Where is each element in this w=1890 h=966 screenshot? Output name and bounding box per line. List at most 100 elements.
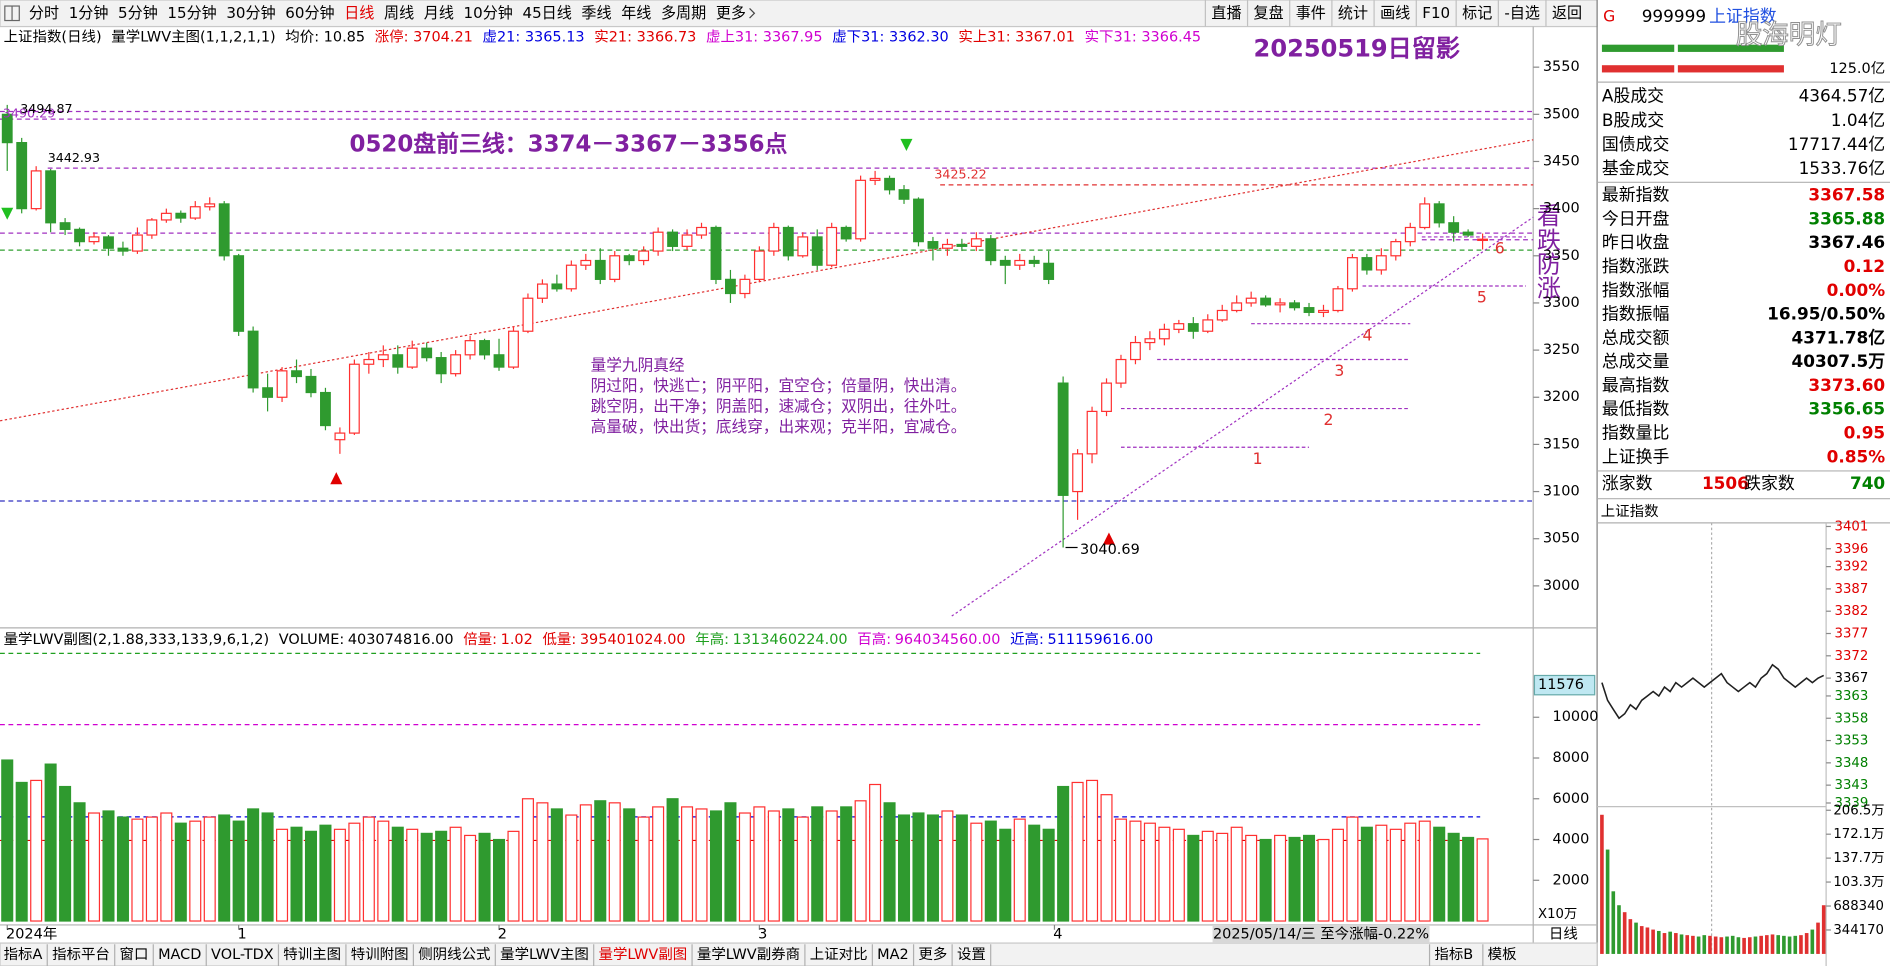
period-tab[interactable]: 5分钟 bbox=[118, 4, 158, 22]
candle-body bbox=[999, 259, 1011, 266]
volume-bar bbox=[637, 816, 650, 922]
breadth-up: 1506 bbox=[1702, 473, 1749, 493]
indicator-tab[interactable]: 特训主图 bbox=[283, 946, 341, 963]
indicator-tab[interactable]: 侧阴线公式 bbox=[418, 946, 490, 963]
toolbar-button[interactable]: 事件 bbox=[1296, 4, 1326, 22]
indicator-tab[interactable]: 指标平台 bbox=[52, 946, 110, 963]
period-tab[interactable]: 年线 bbox=[621, 4, 651, 22]
candle-body bbox=[1187, 323, 1199, 332]
step-label: 2 bbox=[1323, 410, 1333, 429]
indicator-tab[interactable]: 模板 bbox=[1488, 945, 1517, 963]
period-tab[interactable]: 分时 bbox=[29, 4, 59, 22]
intraday-volume bbox=[1605, 849, 1610, 954]
volume-bar bbox=[1042, 828, 1055, 922]
indicator-tab[interactable]: 量学LWV副券商 bbox=[697, 946, 800, 963]
plan-note: 0520盘前三线：3374－3367－3356点 bbox=[350, 130, 788, 157]
poem-line: 高量破，快出货；底线穿，出来观；克半阳，宜减仓。 bbox=[591, 417, 967, 436]
toolbar-button[interactable]: 返回 bbox=[1552, 4, 1582, 22]
intraday-volume bbox=[1776, 935, 1781, 954]
volume-bar bbox=[1433, 826, 1446, 922]
candle-body bbox=[1086, 410, 1098, 455]
volume-bar bbox=[623, 808, 636, 922]
volume-bar bbox=[796, 816, 809, 922]
volume-bar bbox=[87, 812, 101, 922]
candle-body bbox=[348, 363, 360, 434]
period-tab[interactable]: 1分钟 bbox=[69, 4, 109, 22]
volume-bar bbox=[1331, 828, 1344, 922]
toolbar-button[interactable]: 标记 bbox=[1462, 4, 1492, 22]
indicator-tab[interactable]: 量学LWV主图 bbox=[500, 946, 589, 963]
candle-body bbox=[594, 259, 606, 280]
candle-body bbox=[725, 278, 736, 295]
period-label: 日线 bbox=[1549, 926, 1578, 943]
indicator-tab[interactable]: 上证对比 bbox=[810, 946, 868, 963]
period-tab[interactable]: 30分钟 bbox=[226, 4, 275, 22]
volume-bar bbox=[709, 810, 723, 922]
period-tab[interactable]: 60分钟 bbox=[285, 4, 334, 22]
mini-tick-label: 3339 bbox=[1835, 796, 1869, 811]
volume-bar bbox=[1100, 794, 1113, 922]
quote-flag: G bbox=[1603, 6, 1615, 25]
indicator-tab[interactable]: 指标B bbox=[1434, 946, 1473, 963]
candle-body bbox=[406, 347, 418, 368]
toolbar-button[interactable]: 直播 bbox=[1211, 4, 1241, 22]
candle-body bbox=[1318, 309, 1329, 313]
candle-body bbox=[479, 340, 490, 356]
intraday-volume bbox=[1782, 935, 1786, 954]
period-tab[interactable]: 10分钟 bbox=[464, 4, 513, 22]
period-tab[interactable]: 更多 bbox=[716, 4, 746, 22]
candle-body bbox=[884, 177, 895, 191]
toolbar-button[interactable]: -自选 bbox=[1504, 4, 1540, 22]
period-tab[interactable]: 日线 bbox=[344, 4, 374, 22]
intraday-volume bbox=[1810, 929, 1815, 954]
intraday-volume bbox=[1600, 814, 1604, 954]
candle-body bbox=[985, 238, 997, 262]
volume-bar bbox=[492, 838, 506, 922]
volume-bar bbox=[30, 779, 43, 922]
candle-body bbox=[1390, 241, 1402, 257]
sub-header-value: 1.02 bbox=[501, 632, 533, 648]
quote-label: 指数涨跌 bbox=[1602, 256, 1670, 276]
candle-body bbox=[739, 278, 751, 295]
period-tab[interactable]: 季线 bbox=[581, 4, 611, 22]
candle-body bbox=[74, 228, 85, 243]
candle-body bbox=[320, 391, 331, 427]
period-tab[interactable]: 15分钟 bbox=[167, 4, 216, 22]
status-text: 2025/05/14/三 至今涨幅-0.22% bbox=[1213, 926, 1429, 943]
candle-body bbox=[536, 283, 548, 299]
indicator-tab[interactable]: 窗口 bbox=[120, 945, 149, 963]
candle-body bbox=[59, 222, 71, 230]
volume-bar bbox=[536, 802, 549, 922]
indicator-tab[interactable]: 设置 bbox=[957, 946, 986, 963]
sub-header-value: 964034560.00 bbox=[895, 632, 1001, 648]
volume-bar bbox=[912, 812, 925, 922]
candle-body bbox=[970, 238, 982, 247]
mini-tick-label: 137.7万 bbox=[1833, 851, 1884, 866]
intraday-volume bbox=[1725, 936, 1729, 954]
toolbar-button[interactable]: 复盘 bbox=[1254, 4, 1284, 22]
toolbar-button[interactable]: 画线 bbox=[1380, 4, 1410, 22]
indicator-tab[interactable]: 特训附图 bbox=[351, 946, 409, 963]
y-tick-label: 6000 bbox=[1553, 791, 1590, 807]
volume-bar bbox=[1057, 785, 1070, 922]
period-tab[interactable]: 周线 bbox=[384, 4, 414, 22]
y-tick-label: 3350 bbox=[1543, 248, 1580, 264]
intraday-volume bbox=[1674, 933, 1678, 954]
period-tab[interactable]: 月线 bbox=[424, 4, 454, 22]
indicator-tab[interactable]: VOL-TDX bbox=[211, 947, 274, 963]
indicator-tab[interactable]: 指标A bbox=[4, 946, 43, 963]
indicator-info: 实上31: 3367.01 bbox=[958, 28, 1075, 45]
volume-bar bbox=[1317, 838, 1330, 922]
indicator-tab[interactable]: MA2 bbox=[877, 947, 909, 963]
period-tab[interactable]: 多周期 bbox=[661, 4, 706, 22]
candle-body bbox=[1216, 309, 1228, 321]
indicator-tab[interactable]: MACD bbox=[158, 947, 201, 963]
quote-label: 指数量比 bbox=[1602, 422, 1669, 442]
toolbar-button[interactable]: 统计 bbox=[1338, 4, 1368, 22]
indicator-tab[interactable]: 更多 bbox=[918, 946, 947, 963]
indicator-tab[interactable]: 量学LWV副图 bbox=[599, 946, 688, 963]
volume-bar bbox=[695, 808, 708, 922]
toolbar-button[interactable]: F10 bbox=[1422, 4, 1450, 22]
period-tab[interactable]: 45日线 bbox=[523, 4, 572, 22]
